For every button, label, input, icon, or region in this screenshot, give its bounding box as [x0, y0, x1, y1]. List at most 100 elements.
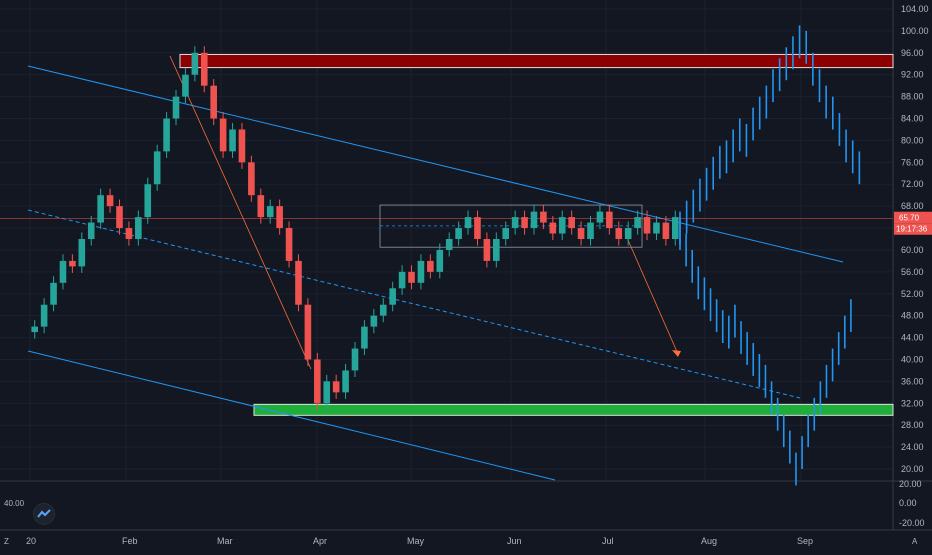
- candle-body: [615, 228, 623, 239]
- candle-body: [474, 217, 481, 239]
- oscillator-value: 40.00: [4, 499, 25, 508]
- candle-body: [125, 228, 133, 239]
- x-tick-label: Aug: [701, 536, 717, 546]
- y-tick-label: 40.00: [901, 354, 924, 364]
- candle-body: [596, 211, 604, 223]
- auto-scale-toggle[interactable]: A: [912, 537, 918, 546]
- y-tick-label: 52.00: [901, 289, 924, 299]
- candle-body: [144, 184, 152, 218]
- last-price-text: 65.70: [899, 214, 920, 223]
- projection-arrow: [627, 239, 679, 355]
- candle-body: [493, 239, 500, 261]
- candle-body: [427, 260, 434, 272]
- candle-body: [464, 217, 472, 229]
- osc-tick-label: 20.00: [899, 479, 922, 489]
- tradingview-logo-icon[interactable]: [33, 503, 55, 525]
- x-tick-label: Jul: [602, 536, 614, 546]
- candle-body: [671, 217, 679, 239]
- candle-body: [389, 288, 396, 305]
- osc-tick-label: 0.00: [899, 498, 917, 508]
- candle-body: [540, 211, 547, 223]
- candle-body: [568, 217, 575, 229]
- candle-body: [398, 271, 406, 289]
- candle-body: [200, 52, 208, 86]
- candle-body: [257, 195, 265, 218]
- candle-body: [304, 304, 312, 360]
- candle-body: [106, 195, 114, 207]
- candle-body: [643, 217, 651, 234]
- candle-body: [135, 217, 142, 239]
- candle-body: [577, 228, 585, 239]
- candle-body: [342, 370, 349, 393]
- candle-body: [314, 359, 321, 404]
- candle-body: [558, 217, 566, 234]
- candle-body: [248, 162, 255, 196]
- timezone-toggle[interactable]: Z: [4, 537, 9, 546]
- candle-body: [153, 151, 161, 185]
- candle-body: [116, 206, 123, 229]
- y-tick-label: 80.00: [901, 135, 924, 145]
- candle-body: [182, 74, 189, 97]
- candle-body: [163, 118, 170, 152]
- countdown-text: 19:17:36: [896, 225, 928, 234]
- candle-body: [59, 260, 67, 283]
- y-tick-label: 76.00: [901, 157, 924, 167]
- y-tick-label: 96.00: [901, 48, 924, 58]
- candle-body: [40, 304, 48, 327]
- y-tick-label: 48.00: [901, 311, 924, 321]
- osc-tick-label: -20.00: [899, 518, 925, 528]
- candle-body: [332, 381, 340, 393]
- candle-body: [50, 282, 57, 305]
- y-tick-label: 28.00: [901, 420, 924, 430]
- support-zone: [253, 403, 894, 416]
- candle-body: [238, 129, 246, 163]
- candle-body: [276, 206, 283, 229]
- projection-arrowhead: [672, 350, 681, 357]
- y-tick-label: 68.00: [901, 201, 924, 211]
- candle-body: [219, 118, 227, 152]
- candle-body: [530, 211, 538, 229]
- y-tick-label: 88.00: [901, 92, 924, 102]
- candle-body: [408, 271, 415, 283]
- y-tick-label: 92.00: [901, 70, 924, 80]
- mid-channel-dashed: [27, 209, 801, 399]
- candle-body: [587, 222, 594, 239]
- candle-body: [436, 249, 444, 272]
- candle-body: [417, 260, 425, 283]
- candle-body: [266, 206, 274, 218]
- candle-body: [511, 217, 519, 229]
- y-tick-label: 56.00: [901, 267, 924, 277]
- x-tick-label: Apr: [313, 536, 327, 546]
- y-tick-label: 44.00: [901, 333, 924, 343]
- y-tick-label: 20.00: [901, 464, 924, 474]
- candle-body: [210, 85, 217, 119]
- x-tick-label: May: [407, 536, 425, 546]
- candle-body: [323, 381, 331, 404]
- candle-body: [295, 260, 302, 305]
- lower-channel-line: [27, 350, 556, 481]
- candle-body: [624, 228, 632, 239]
- candle-body: [606, 211, 613, 229]
- candle-body: [229, 129, 236, 152]
- candle-body: [483, 239, 491, 261]
- candle-body: [69, 260, 76, 267]
- countdown-badge: [894, 223, 932, 235]
- candle-body: [87, 222, 95, 239]
- candle-body: [502, 228, 510, 239]
- candle-body: [285, 228, 293, 261]
- candle-body: [172, 96, 180, 119]
- resistance-zone: [179, 53, 894, 69]
- y-tick-label: 60.00: [901, 245, 924, 255]
- candle-body: [653, 222, 660, 234]
- x-tick-label: Feb: [122, 536, 138, 546]
- candle-body: [662, 222, 670, 239]
- x-tick-label: Jun: [507, 536, 522, 546]
- y-tick-label: 24.00: [901, 442, 924, 452]
- y-tick-label: 104.00: [901, 4, 929, 14]
- candle-body: [361, 326, 368, 349]
- candle-body: [379, 304, 387, 316]
- candle-body: [31, 326, 39, 333]
- last-price-badge: [894, 211, 932, 224]
